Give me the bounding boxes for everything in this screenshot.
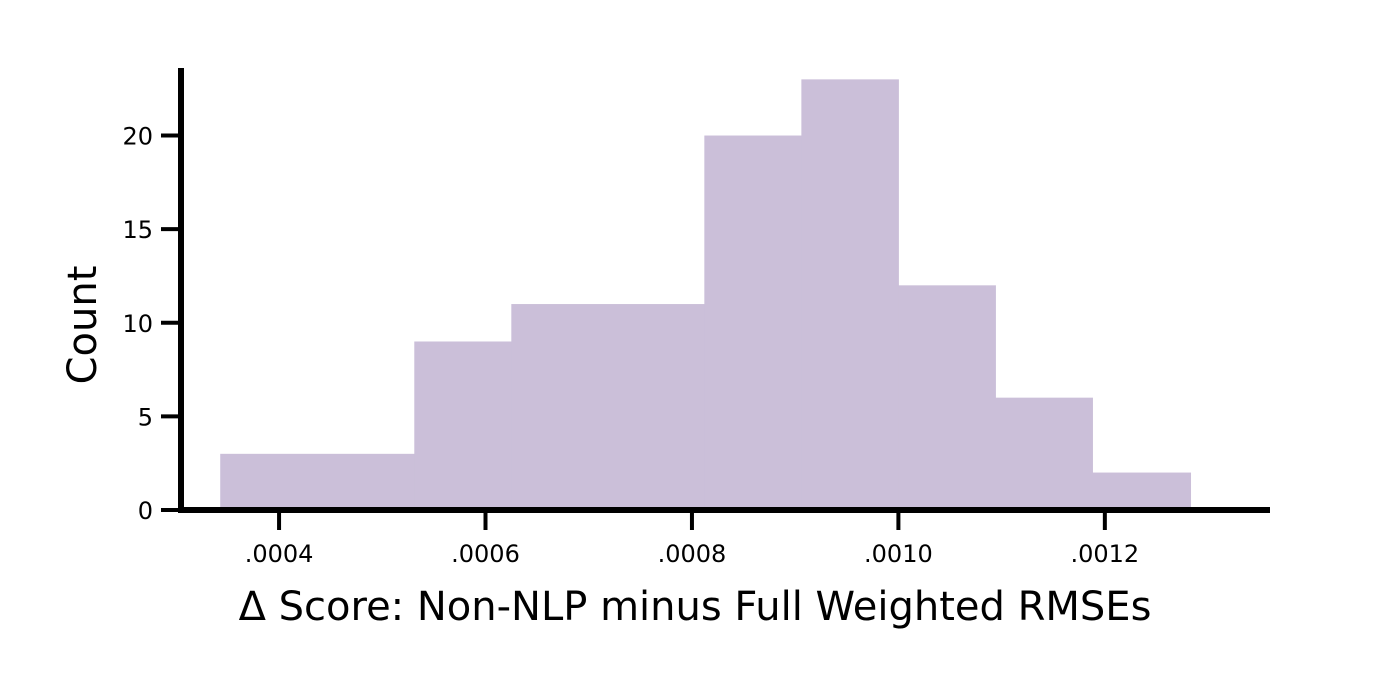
histogram-bar-2 [414,341,512,510]
y-tick-label: 0 [138,497,153,525]
histogram-bar-4 [704,135,802,510]
x-tick-label: .0012 [1070,540,1139,568]
y-axis-ticks: 0 5 10 15 20 [122,123,181,525]
x-tick-label: .0004 [245,540,314,568]
histogram-bar-7 [995,397,1093,510]
histogram-bar-1 [220,453,415,510]
y-axis-title: Count [60,266,106,385]
y-tick-label: 5 [138,403,153,431]
y-tick-label: 10 [122,310,153,338]
histogram-bar-8 [1092,472,1192,510]
axes [178,68,1270,513]
y-tick-label: 15 [122,216,153,244]
x-tick-label: .0006 [451,540,520,568]
x-tick-label: .0008 [658,540,727,568]
histogram-bar-5 [801,79,899,511]
histogram-bar-6 [898,285,996,510]
histogram-bars [220,79,1192,511]
histogram-bar-3 [511,304,705,510]
x-tick-label: .0010 [864,540,933,568]
x-axis-title: Δ Score: Non-NLP minus Full Weighted RMS… [239,584,1152,630]
x-axis-ticks: .0004 .0006 .0008 .0010 .0012 [245,510,1139,568]
y-tick-label: 20 [122,123,153,151]
